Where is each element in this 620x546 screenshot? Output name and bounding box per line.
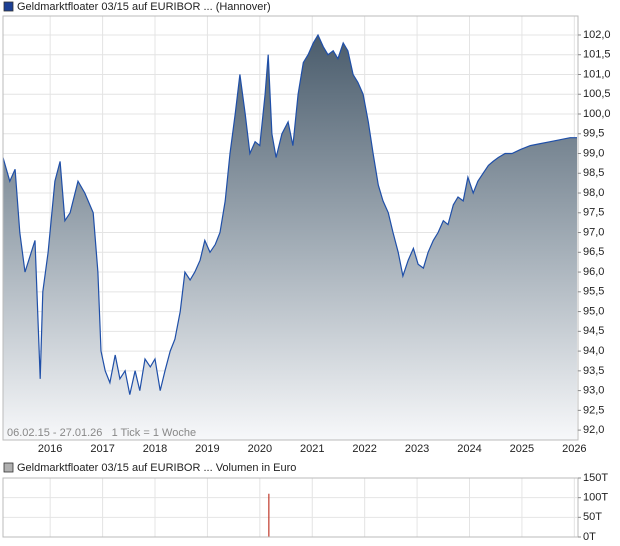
y-tick-label: 96,5 (583, 246, 604, 258)
y-tick-label: 150T (583, 472, 608, 484)
y-tick-label: 99,5 (583, 128, 604, 140)
legend-swatch (3, 1, 14, 12)
x-tick-label: 2019 (195, 443, 219, 455)
price-line (2, 33, 577, 395)
y-tick-label: 95,5 (583, 286, 604, 298)
plot-frame (2, 15, 579, 441)
volume-bar (268, 493, 270, 537)
x-tick-label: 2024 (457, 443, 481, 455)
legend-label: Geldmarktfloater 03/15 auf EURIBOR ... V… (17, 462, 296, 474)
y-tick-label: 93,5 (583, 365, 604, 377)
x-tick-label: 2025 (510, 443, 534, 455)
x-tick-label: 2021 (300, 443, 324, 455)
y-tick-label: 0T (583, 531, 596, 543)
range-note: 06.02.15 - 27.01.26 1 Tick = 1 Woche (7, 427, 196, 439)
y-tick-label: 98,0 (583, 187, 604, 199)
y-tick-label: 102,0 (583, 29, 611, 41)
plot-frame (2, 477, 579, 538)
y-tick-label: 92,0 (583, 424, 604, 436)
y-tick-label: 96,0 (583, 266, 604, 278)
legend-label: Geldmarktfloater 03/15 auf EURIBOR ... (… (17, 1, 271, 13)
y-tick-label: 100T (583, 492, 608, 504)
x-tick-label: 2016 (38, 443, 62, 455)
y-tick-label: 98,5 (583, 167, 604, 179)
y-tick-label: 50T (583, 511, 602, 523)
y-tick-label: 92,5 (583, 404, 604, 416)
x-tick-label: 2022 (352, 443, 376, 455)
y-tick-label: 94,5 (583, 325, 604, 337)
x-tick-label: 2020 (248, 443, 272, 455)
x-tick-label: 2023 (405, 443, 429, 455)
legend-swatch (3, 462, 14, 473)
x-tick-label: 2017 (90, 443, 114, 455)
x-tick-label: 2018 (143, 443, 167, 455)
y-tick-label: 101,0 (583, 68, 611, 80)
y-tick-label: 95,0 (583, 305, 604, 317)
y-tick-label: 100,0 (583, 108, 611, 120)
y-tick-label: 97,0 (583, 226, 604, 238)
x-tick-label: 2026 (562, 443, 586, 455)
y-tick-label: 99,0 (583, 147, 604, 159)
y-tick-label: 101,5 (583, 49, 611, 61)
y-tick-label: 93,0 (583, 385, 604, 397)
price-area (3, 35, 577, 440)
y-tick-label: 94,0 (583, 345, 604, 357)
y-tick-label: 100,5 (583, 88, 611, 100)
y-tick-label: 97,5 (583, 207, 604, 219)
